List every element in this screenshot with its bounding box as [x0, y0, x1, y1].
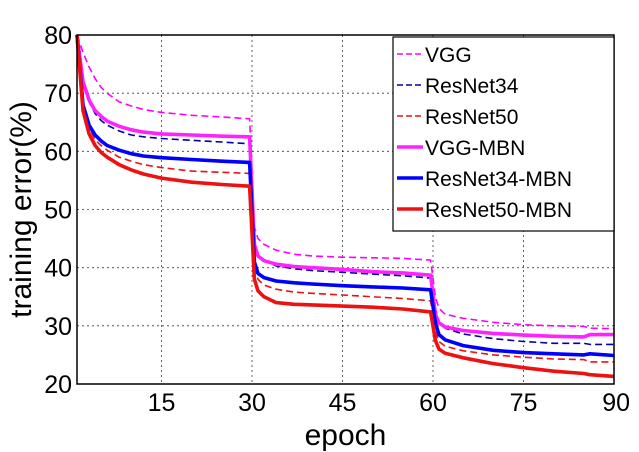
x-tick-label: 90: [602, 389, 630, 417]
legend-label: ResNet34-MBN: [425, 168, 572, 191]
legend-label: VGG-MBN: [425, 137, 525, 160]
legend-label: ResNet50-MBN: [425, 199, 572, 222]
x-tick-label: 45: [329, 389, 357, 417]
y-tick-label: 40: [44, 255, 72, 283]
legend-box: [392, 36, 615, 232]
y-tick-label: 30: [44, 313, 72, 341]
legend-label: VGG: [425, 44, 472, 67]
y-tick-label: 80: [44, 22, 72, 50]
y-axis-label: training error(%): [5, 101, 38, 318]
series-line-resnet34-mbn: [75, 34, 615, 358]
x-tick-label: 15: [148, 389, 176, 417]
series-line-vgg: [76, 34, 615, 330]
series-line-resnet50: [76, 34, 614, 363]
legend-label: ResNet50: [425, 106, 518, 129]
y-tick-label: 60: [44, 138, 72, 166]
series-line-resnet50-mbn: [75, 34, 615, 379]
x-tick-label: 30: [238, 389, 266, 417]
y-tick-label: 70: [44, 80, 72, 108]
y-tick-label: 20: [44, 371, 72, 399]
legend: VGG ResNet34 ResNet50 VGG-MBN ResNet34-MBN Re…: [392, 36, 615, 232]
x-tick-label: 75: [510, 389, 538, 417]
x-tick-label: 60: [419, 389, 447, 417]
legend-label: ResNet34: [425, 75, 519, 98]
series-lines: [75, 34, 615, 379]
y-tick-label: 50: [44, 197, 72, 225]
tick-labels: 15 30 45 60 75 90 20 30 40 50 60 70 80: [44, 22, 630, 417]
x-axis-label: epoch: [305, 419, 387, 452]
series-line-vgg-mbn: [75, 34, 614, 339]
